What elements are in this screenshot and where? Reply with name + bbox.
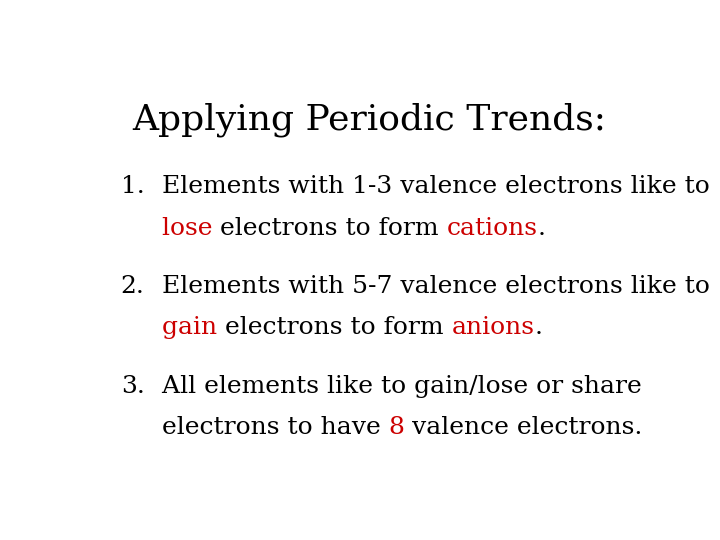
Text: 8: 8 xyxy=(389,416,405,439)
Text: All elements like to gain/lose or share: All elements like to gain/lose or share xyxy=(145,375,642,397)
Text: .: . xyxy=(534,316,542,339)
Text: electrons to form: electrons to form xyxy=(217,316,451,339)
Text: cations: cations xyxy=(447,217,538,240)
Text: gain: gain xyxy=(145,316,217,339)
Text: anions: anions xyxy=(451,316,534,339)
Text: electrons to have: electrons to have xyxy=(145,416,389,439)
Text: 3.: 3. xyxy=(121,375,145,397)
Text: Elements with 1-3 valence electrons like to: Elements with 1-3 valence electrons like… xyxy=(145,175,709,198)
Text: 2.: 2. xyxy=(121,275,145,298)
Text: electrons to form: electrons to form xyxy=(212,217,447,240)
Text: 1.: 1. xyxy=(121,175,145,198)
Text: lose: lose xyxy=(145,217,212,240)
Text: valence electrons.: valence electrons. xyxy=(405,416,643,439)
Text: Applying Periodic Trends:: Applying Periodic Trends: xyxy=(132,102,606,137)
Text: Elements with 5-7 valence electrons like to: Elements with 5-7 valence electrons like… xyxy=(145,275,710,298)
Text: .: . xyxy=(538,217,546,240)
